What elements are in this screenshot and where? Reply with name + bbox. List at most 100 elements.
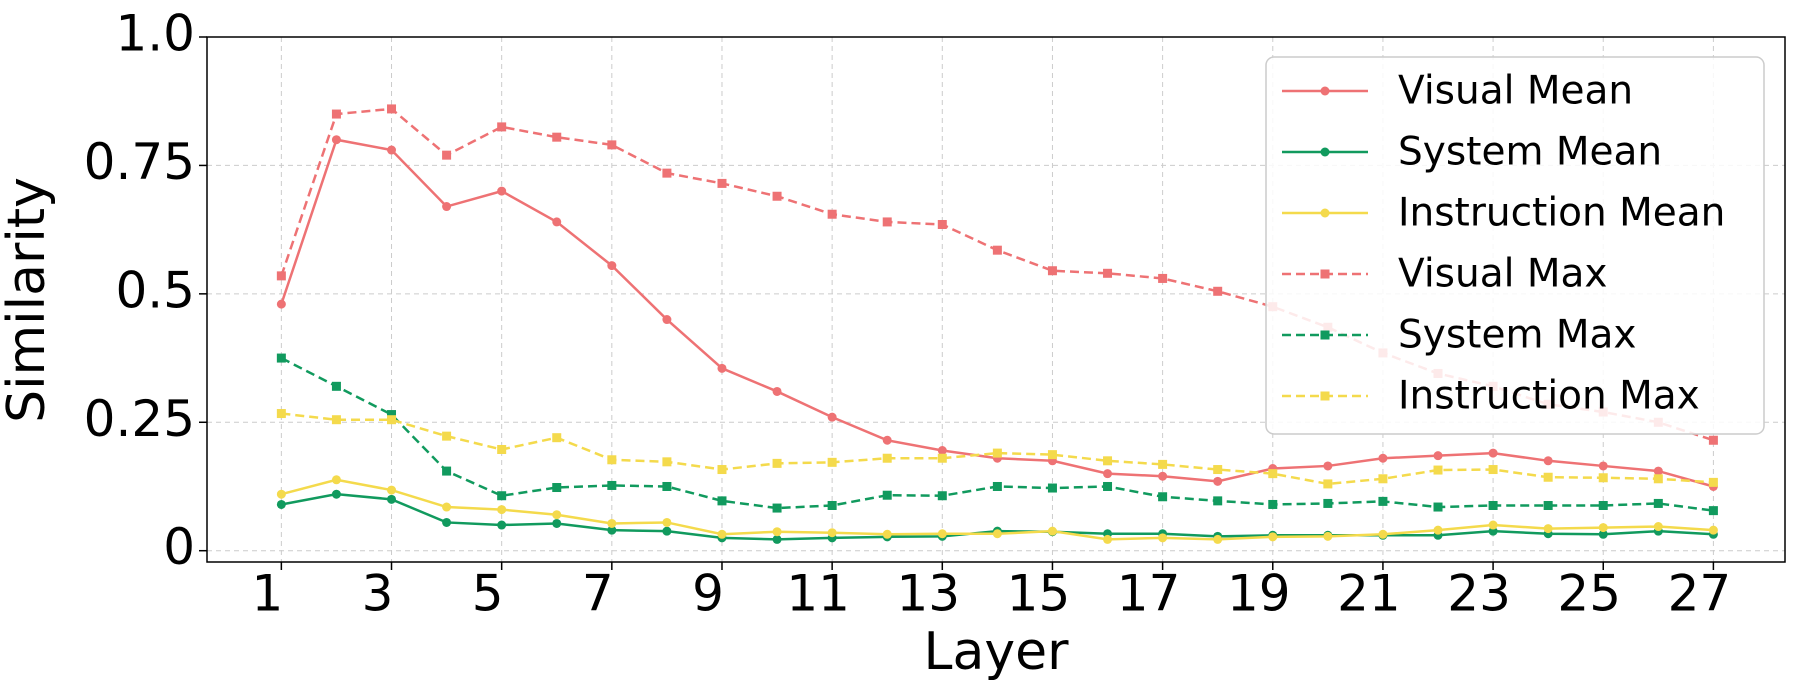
marker (717, 529, 727, 539)
marker (331, 489, 341, 499)
y-tick-label: 0.75 (84, 133, 195, 191)
y-axis-title: Similarity (0, 177, 57, 423)
plot-frame (206, 36, 1786, 563)
marker (1488, 526, 1498, 536)
marker (497, 186, 507, 196)
marker (1488, 500, 1498, 510)
marker (1543, 472, 1553, 482)
marker (1653, 522, 1663, 532)
marker (497, 505, 507, 515)
x-tick-label: 1 (251, 565, 283, 623)
y-tick-label: 0 (163, 518, 195, 576)
marker (1433, 465, 1443, 475)
marker (442, 466, 452, 476)
marker (662, 315, 672, 325)
legend-label: System Mean (1398, 130, 1662, 175)
marker (662, 526, 672, 536)
marker (882, 435, 892, 445)
legend-label: System Max (1398, 313, 1636, 358)
marker (1543, 500, 1553, 510)
marker (992, 481, 1002, 491)
legend-marker (1320, 269, 1330, 279)
marker (772, 458, 782, 468)
x-tick-label: 15 (1007, 565, 1071, 623)
marker (662, 481, 672, 491)
legend-marker (1320, 330, 1330, 340)
legend-marker (1320, 86, 1330, 96)
marker (1543, 456, 1553, 466)
marker (1103, 469, 1113, 479)
marker (717, 363, 727, 373)
marker (387, 494, 397, 504)
series-line (281, 412, 1714, 486)
marker (1488, 520, 1498, 530)
y-tick-label: 1.0 (115, 5, 195, 63)
marker (1268, 499, 1278, 509)
marker (1488, 465, 1498, 475)
marker (552, 518, 562, 528)
marker (827, 457, 837, 467)
marker (1708, 435, 1718, 445)
marker (1598, 473, 1608, 483)
marker (276, 409, 286, 419)
marker (882, 453, 892, 463)
marker (607, 261, 617, 271)
marker (772, 191, 782, 201)
marker (387, 485, 397, 495)
marker (1598, 461, 1608, 471)
marker (552, 217, 562, 227)
marker (827, 412, 837, 422)
marker (1598, 523, 1608, 533)
marker (1323, 479, 1333, 489)
marker (552, 483, 562, 493)
y-tick-label: 0.5 (115, 261, 195, 319)
legend-label: Visual Mean (1398, 69, 1633, 114)
marker (1047, 483, 1057, 493)
marker (552, 433, 562, 443)
marker (1268, 532, 1278, 542)
x-tick-label: 21 (1337, 565, 1401, 623)
x-tick-label: 27 (1668, 565, 1732, 623)
marker (772, 534, 782, 544)
marker (827, 209, 837, 219)
marker (1378, 496, 1388, 506)
marker (882, 490, 892, 500)
marker (1213, 476, 1223, 486)
marker (1488, 448, 1498, 458)
x-tick-label: 23 (1447, 565, 1511, 623)
marker (1323, 498, 1333, 508)
marker (882, 217, 892, 227)
marker (497, 520, 507, 530)
marker (1213, 496, 1223, 506)
marker (607, 525, 617, 535)
marker (662, 517, 672, 527)
marker (1653, 498, 1663, 508)
marker (827, 528, 837, 538)
marker (442, 431, 452, 441)
marker (717, 496, 727, 506)
legend-label: Instruction Max (1398, 374, 1700, 419)
marker (937, 446, 947, 456)
x-tick-label: 9 (692, 565, 724, 623)
marker (882, 529, 892, 539)
x-tick-label: 13 (896, 565, 960, 623)
marker (992, 245, 1002, 255)
marker (937, 453, 947, 463)
marker (331, 109, 341, 119)
x-tick-label: 25 (1557, 565, 1621, 623)
marker (1158, 492, 1168, 502)
marker (1598, 500, 1608, 510)
marker (497, 445, 507, 454)
y-tick-label: 0.25 (84, 390, 195, 448)
marker (331, 135, 341, 145)
marker (1158, 459, 1168, 469)
marker (1047, 266, 1057, 276)
marker (276, 489, 286, 499)
marker (772, 386, 782, 396)
marker (387, 415, 397, 425)
marker (1378, 529, 1388, 539)
marker (387, 145, 397, 155)
marker (276, 299, 286, 309)
marker (827, 500, 837, 510)
